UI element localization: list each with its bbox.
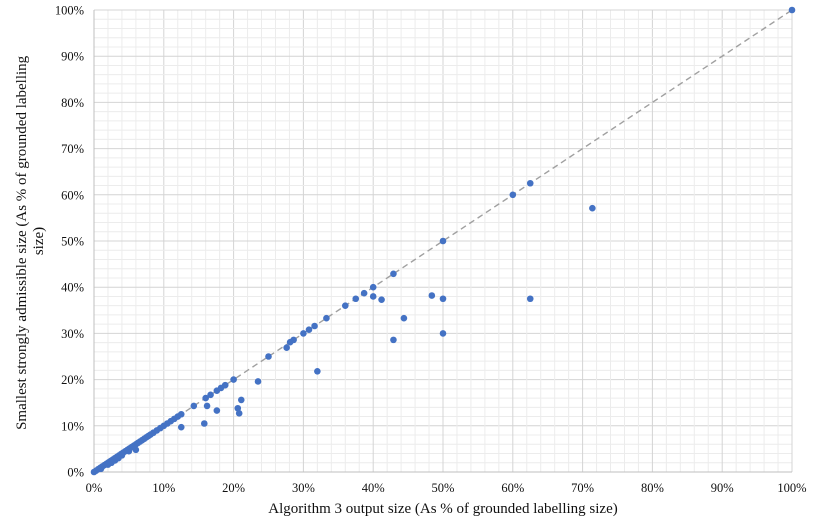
- data-point: [207, 391, 214, 399]
- y-tick-label: 80%: [61, 96, 84, 110]
- data-point: [200, 420, 208, 427]
- y-tick-labels: 0% 10% 20% 30% 40% 50% 60% 70% 80% 90% 100%: [55, 4, 84, 480]
- data-point: [400, 314, 408, 322]
- data-point: [439, 295, 447, 303]
- data-point: [305, 326, 313, 334]
- y-axis-title-line-1: Smallest strongly admissible size (As % …: [14, 55, 30, 430]
- data-point: [526, 295, 534, 303]
- data-point: [177, 410, 185, 418]
- y-tick-label: 70%: [61, 142, 84, 156]
- data-point: [589, 204, 596, 212]
- x-tick-label: 50%: [432, 481, 455, 495]
- data-point: [390, 336, 397, 344]
- y-tick-label: 100%: [55, 4, 84, 18]
- data-point: [230, 376, 237, 383]
- data-point: [341, 302, 349, 309]
- x-tick-label: 90%: [711, 481, 734, 495]
- y-axis-title: Smallest strongly admissible size (As % …: [14, 52, 47, 430]
- data-points: [90, 6, 796, 476]
- x-tick-label: 80%: [641, 481, 664, 495]
- data-point: [213, 407, 221, 414]
- y-tick-label: 30%: [61, 327, 84, 341]
- data-point: [115, 454, 122, 462]
- y-tick-label: 60%: [61, 188, 84, 202]
- x-tick-label: 100%: [777, 481, 806, 495]
- data-point: [378, 296, 385, 303]
- data-point: [323, 314, 330, 322]
- x-tick-label: 40%: [362, 481, 385, 495]
- x-tick-labels: 0% 10% 20% 30% 40% 50% 60% 70% 80% 90% 100%: [86, 481, 807, 495]
- data-point: [526, 179, 534, 187]
- data-point: [428, 292, 436, 299]
- data-point: [283, 344, 290, 352]
- y-tick-label: 0%: [67, 466, 84, 480]
- y-tick-label: 50%: [61, 235, 84, 249]
- data-point: [290, 336, 297, 344]
- data-point: [132, 446, 140, 454]
- data-point: [360, 289, 368, 297]
- data-point: [177, 423, 185, 431]
- data-point: [311, 322, 318, 330]
- data-point: [125, 447, 133, 455]
- data-point: [203, 402, 211, 410]
- data-point: [369, 283, 377, 291]
- data-point: [108, 459, 115, 467]
- x-tick-label: 20%: [222, 481, 245, 495]
- x-axis-title: Algorithm 3 output size (As % of grounde…: [268, 501, 618, 517]
- y-tick-label: 10%: [61, 419, 84, 433]
- data-point: [439, 330, 447, 337]
- data-point: [314, 367, 321, 375]
- data-point: [202, 394, 209, 402]
- data-point: [352, 295, 360, 303]
- data-point: [190, 402, 198, 410]
- data-point: [221, 381, 229, 389]
- data-point: [439, 237, 447, 245]
- y-tick-label: 20%: [61, 373, 84, 387]
- grid: [93, 9, 793, 473]
- data-point: [300, 330, 307, 337]
- x-tick-label: 10%: [152, 481, 175, 495]
- data-point: [97, 465, 105, 473]
- data-point: [265, 353, 272, 360]
- data-point: [234, 404, 242, 412]
- data-point: [509, 191, 517, 199]
- data-point: [237, 396, 245, 404]
- x-tick-label: 60%: [501, 481, 524, 495]
- y-axis-title-line-2: size): [31, 227, 47, 255]
- x-tick-label: 30%: [292, 481, 315, 495]
- data-point: [369, 293, 377, 300]
- x-tick-label: 70%: [571, 481, 594, 495]
- data-point: [235, 410, 243, 417]
- y-tick-label: 40%: [61, 281, 84, 295]
- x-tick-label: 0%: [86, 481, 103, 495]
- data-point: [254, 378, 262, 385]
- data-point: [390, 270, 397, 278]
- data-point: [788, 6, 796, 14]
- y-tick-label: 90%: [61, 50, 84, 64]
